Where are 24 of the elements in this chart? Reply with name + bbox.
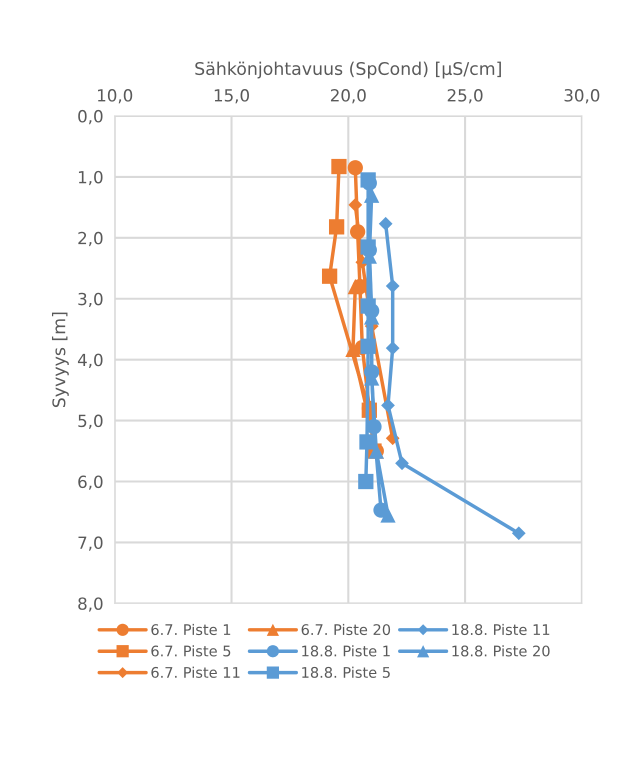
y-tick-label: 1,0 (78, 170, 103, 186)
legend-label: 18.8. Piste 11 (452, 624, 550, 636)
legend-label: 6.7. Piste 20 (302, 624, 390, 636)
legend-label: 6.7. Piste 1 (151, 624, 230, 636)
legend-label: 18.8. Piste 5 (302, 666, 390, 678)
y-tick-label: 0,0 (78, 110, 103, 124)
legend-label: 6.7. Piste 11 (151, 666, 240, 678)
y-tick-label: 6,0 (78, 475, 103, 490)
y-axis-title: Syvyys [m] (52, 312, 69, 408)
legend-label: 18.8. Piste 1 (302, 645, 390, 657)
x-tick-label: 25,0 (448, 89, 483, 104)
y-tick-label: 4,0 (78, 354, 103, 368)
legend-label: 6.7. Piste 5 (151, 645, 230, 657)
x-axis-title: Sähkönjohtavuus (SpCond) [µS/cm] (195, 62, 501, 78)
x-tick-label: 10,0 (98, 89, 132, 104)
y-tick-label: 3,0 (78, 292, 103, 308)
x-tick-label: 30,0 (564, 89, 600, 104)
y-tick-label: 8,0 (78, 597, 103, 612)
y-tick-label: 7,0 (78, 536, 103, 551)
y-tick-label: 2,0 (78, 232, 103, 246)
y-tick-label: 5,0 (78, 414, 103, 429)
legend-label: 18.8. Piste 20 (452, 645, 550, 657)
x-tick-label: 20,0 (330, 89, 366, 104)
x-tick-label: 15,0 (214, 89, 249, 104)
